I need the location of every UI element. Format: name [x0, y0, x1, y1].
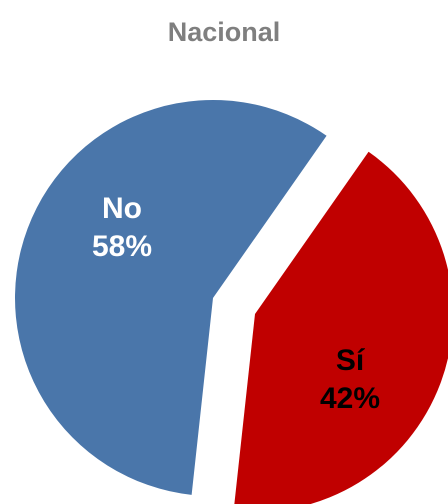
slice-value-label: 42% [320, 382, 380, 415]
pie-slice [15, 100, 327, 495]
slice-category-label: Sí [336, 344, 366, 377]
slice-category-label: No [102, 192, 142, 225]
slice-value-label: 58% [92, 230, 152, 263]
chart-title: Nacional [168, 17, 281, 47]
pie-slice [234, 151, 448, 504]
